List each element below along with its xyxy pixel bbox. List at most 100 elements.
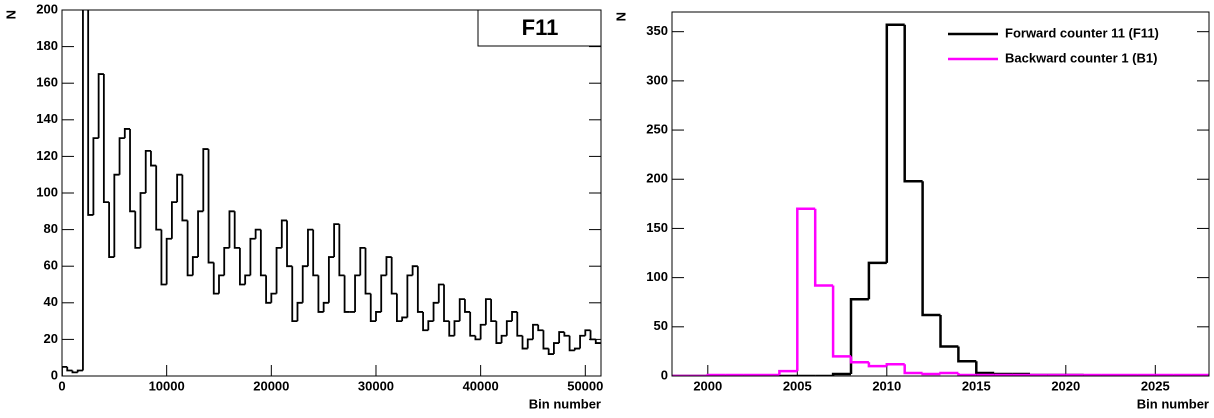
legend-label: Backward counter 1 (B1) bbox=[1005, 50, 1157, 65]
histogram-bin bbox=[186, 220, 193, 277]
histogram-bin bbox=[479, 323, 486, 340]
histogram-bin bbox=[921, 372, 941, 376]
histogram-bin bbox=[97, 73, 104, 139]
histogram-bin bbox=[903, 364, 923, 375]
histogram-bin bbox=[885, 23, 905, 263]
x-tick-label: 10000 bbox=[149, 378, 185, 393]
histogram-bin bbox=[322, 301, 329, 312]
x-tick-label: 2025 bbox=[1141, 378, 1170, 393]
histogram-bin bbox=[500, 334, 507, 344]
x-tick-label: 30000 bbox=[358, 378, 394, 393]
histogram-bin bbox=[390, 257, 397, 295]
histogram-bin bbox=[957, 373, 977, 376]
y-tick-label: 200 bbox=[646, 171, 668, 186]
histogram-bin bbox=[317, 275, 324, 313]
histogram-bin bbox=[76, 369, 83, 373]
histogram-bin bbox=[458, 298, 465, 322]
y-tick-label: 300 bbox=[646, 72, 668, 87]
histogram-bin bbox=[312, 229, 319, 277]
histogram-bin bbox=[301, 265, 308, 303]
histogram-bin bbox=[108, 202, 115, 258]
histogram-bin bbox=[464, 299, 471, 313]
histogram-bin bbox=[197, 210, 204, 258]
histogram-bin bbox=[448, 321, 455, 337]
histogram-bin bbox=[218, 274, 225, 294]
histogram-bin bbox=[521, 335, 528, 350]
histogram-bin bbox=[286, 220, 293, 268]
histogram-bin bbox=[102, 74, 110, 204]
histogram-bin bbox=[505, 320, 513, 336]
histogram-bin bbox=[165, 237, 172, 285]
histogram-bin bbox=[921, 181, 941, 317]
histogram-bin bbox=[443, 284, 450, 322]
y-tick-label: 100 bbox=[646, 269, 668, 284]
x-tick-label: 2000 bbox=[693, 378, 722, 393]
y-tick-label: 0 bbox=[51, 367, 58, 382]
x-tick-label: 40000 bbox=[463, 378, 499, 393]
histogram-bin bbox=[903, 24, 923, 183]
histogram-bin bbox=[469, 311, 476, 337]
histogram-bin bbox=[547, 348, 554, 355]
histogram-bin bbox=[375, 311, 382, 322]
x-tick-label: 2020 bbox=[1051, 378, 1080, 393]
histogram-bin bbox=[118, 137, 125, 175]
histogram-bin bbox=[416, 266, 424, 313]
histogram-bin bbox=[228, 210, 235, 248]
histogram-bin bbox=[867, 362, 887, 368]
histogram-bin bbox=[594, 339, 601, 344]
histogram-bin bbox=[207, 149, 214, 264]
histogram-bin bbox=[380, 274, 387, 312]
y-tick-label: 120 bbox=[36, 148, 58, 163]
histogram-bin bbox=[87, 10, 94, 216]
histogram-bin bbox=[139, 192, 146, 248]
histogram-bin bbox=[558, 331, 565, 344]
y-tick-label: 0 bbox=[661, 367, 668, 382]
title: F11 bbox=[522, 15, 559, 40]
histogram-bin bbox=[327, 256, 335, 303]
histogram-bin bbox=[568, 335, 575, 352]
x-tick-label: 20000 bbox=[253, 378, 289, 393]
histogram-bin bbox=[849, 356, 869, 364]
histogram-bin bbox=[495, 321, 502, 344]
histogram-bin bbox=[244, 274, 251, 285]
histogram-bin bbox=[867, 261, 887, 300]
histogram-bin bbox=[191, 256, 199, 276]
histogram-bin bbox=[957, 346, 977, 363]
histogram-bin bbox=[82, 10, 84, 371]
y-tick-label: 140 bbox=[36, 111, 58, 126]
histogram-bin bbox=[364, 247, 371, 295]
histogram-bin bbox=[532, 323, 539, 340]
histogram-bin bbox=[849, 298, 869, 375]
histogram-bin bbox=[155, 165, 162, 231]
histogram-bin bbox=[113, 173, 120, 258]
y-tick-label: 200 bbox=[36, 1, 58, 16]
histogram-bin bbox=[249, 237, 256, 276]
histogram-bin bbox=[939, 315, 959, 348]
y-axis-label: N bbox=[3, 10, 18, 19]
histogram-bin bbox=[129, 128, 136, 213]
histogram-bin bbox=[542, 330, 549, 350]
histogram-bin bbox=[71, 370, 78, 374]
histogram-bin bbox=[254, 228, 261, 239]
y-tick-label: 20 bbox=[44, 331, 58, 346]
x-tick-label: 50000 bbox=[567, 378, 603, 393]
histogram-bin bbox=[579, 334, 586, 349]
histogram-bin bbox=[338, 224, 345, 277]
y-tick-label: 180 bbox=[36, 38, 58, 53]
histogram-bin bbox=[401, 316, 408, 322]
y-tick-label: 150 bbox=[646, 220, 668, 235]
histogram-bin bbox=[831, 285, 851, 358]
histogram-bin bbox=[296, 301, 303, 322]
histogram-bin bbox=[563, 332, 570, 337]
histogram-bin bbox=[975, 361, 995, 375]
histogram-bin bbox=[584, 329, 591, 336]
histogram-bin bbox=[291, 266, 298, 322]
histogram bbox=[672, 23, 1209, 376]
histogram-bin bbox=[778, 369, 798, 376]
frame bbox=[671, 11, 1210, 377]
legend-label: Forward counter 11 (F11) bbox=[1005, 25, 1159, 40]
plot-area: 0 50 100 150 200 250 300 350 2000 2005 2010 2015 202… bbox=[613, 11, 1210, 411]
histogram-bin bbox=[589, 330, 596, 341]
y-tick-label: 250 bbox=[646, 121, 668, 136]
histogram-bin bbox=[170, 201, 178, 239]
